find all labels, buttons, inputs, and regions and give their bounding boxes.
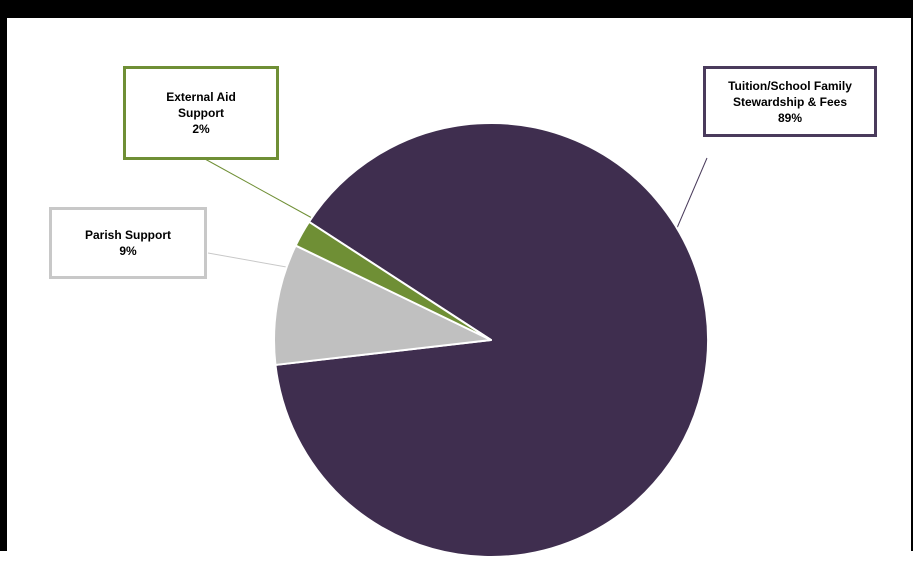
callout-tuition-line1: Tuition/School Family	[728, 78, 852, 93]
pie-slice-external	[294, 220, 492, 341]
callout-tuition-pct: 89%	[777, 110, 803, 125]
pie-slices	[273, 122, 709, 558]
callout-external-pct: 2%	[192, 122, 210, 136]
pie-slice-parish	[273, 244, 492, 366]
pie-chart	[204, 122, 709, 558]
callout-parish: Parish Support 9%	[49, 207, 207, 279]
leader-line-tuition	[676, 157, 708, 229]
callout-external-line2: Support	[178, 106, 224, 120]
callout-external: External Aid Support 2%	[123, 66, 279, 160]
callout-parish-pct: 9%	[119, 244, 137, 258]
leader-line-external	[204, 158, 313, 219]
callout-external-line1: External Aid	[166, 90, 236, 104]
callout-tuition-line2: Stewardship & Fees	[732, 94, 848, 109]
callout-parish-line1: Parish Support	[84, 228, 171, 242]
callout-tuition: Tuition/School Family Stewardship & Fees…	[703, 66, 877, 137]
